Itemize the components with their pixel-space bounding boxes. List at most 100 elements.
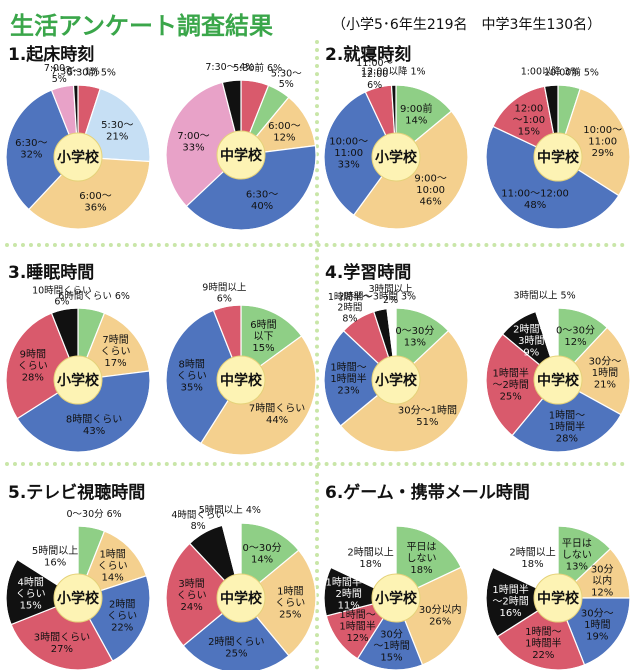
- pie-outline: [323, 307, 469, 453]
- pie-center: [216, 355, 266, 405]
- section-title-game: 6.ゲーム・携帯メール時間: [325, 483, 530, 503]
- section-title-sleep: 3.睡眠時間: [8, 263, 95, 283]
- slice-label: 2時間〜 3時間 9%: [513, 324, 549, 359]
- pie-outline: [485, 307, 630, 453]
- pie-center-label: 中学校: [537, 372, 580, 389]
- slice-label: 3時間以上 2%: [369, 284, 414, 306]
- slice-label: 1時間〜 1時間半 12%: [339, 609, 375, 644]
- slice-label: 7:30〜 1%: [51, 66, 100, 77]
- pie-center: [371, 132, 421, 182]
- row-divider-2: [5, 462, 625, 466]
- slice-label: 10:00前 5%: [544, 66, 599, 78]
- pie-chart-3: 10:00前 5% 10:00〜 11:00 29% 11:00〜12:00 48% 12:…: [485, 66, 630, 230]
- slice-label: 1時間半〜 2時間 8%: [328, 291, 373, 325]
- pie-center-label: 中学校: [220, 372, 263, 389]
- slice-label: 11:00〜12:00 48%: [501, 188, 569, 211]
- slice-label: 1時間くらい 14%: [98, 548, 128, 583]
- slice-label: 1時間くらい 25%: [275, 586, 305, 621]
- pie-outline: [5, 84, 151, 230]
- slice-label: 30分〜1時間 51%: [398, 404, 457, 428]
- pie-center-label: 中学校: [537, 149, 580, 166]
- pie-chart-8: 0〜30分 6% 1時間くらい 14% 2時間くらい 22% 3時間くらい 27% 4時間くら…: [5, 509, 151, 670]
- slice-label: 2時間〜3時間 3%: [338, 291, 416, 302]
- slice-label: 6時間くらい 6%: [58, 291, 130, 302]
- slice-label: 4時間くらい 8%: [171, 510, 225, 532]
- section-title-study: 4.学習時間: [325, 263, 412, 283]
- pie-outline: [165, 79, 317, 231]
- pie-center-label: 中学校: [220, 147, 263, 164]
- slice-label: 5時間以上 16%: [32, 545, 78, 569]
- slice-label: 5時間以上 4%: [199, 505, 261, 516]
- slice-label: 8時間くらい 43%: [66, 413, 122, 437]
- section-title-bedtime: 2.就寝時刻: [325, 45, 412, 65]
- pie-chart-11: 平日はしない 13% 30分以内 12% 30分〜 1時間 19% 1時間〜 1時間半 22% 1時…: [485, 525, 630, 670]
- pie-outline: [5, 307, 151, 453]
- slice-label: 30分以内 12%: [591, 564, 614, 599]
- pie-center: [216, 573, 266, 623]
- slice-label: 12:00 〜1:00 15%: [513, 103, 545, 137]
- slice-label: 3時間くらい 27%: [34, 631, 90, 655]
- slice-label: 6:00〜 12%: [268, 121, 300, 144]
- pie-center: [371, 573, 421, 623]
- slice-label: 平日はしない 13%: [562, 537, 592, 572]
- pie-center-label: 小学校: [57, 372, 100, 389]
- slice-label: 9時間以上 6%: [202, 282, 247, 304]
- slice-label: 6:00〜 36%: [79, 191, 111, 214]
- slice-label: 5:30〜 5%: [271, 68, 302, 90]
- slice-label: 1時間〜 1時間半 23%: [330, 362, 366, 397]
- pie-chart-5: 6時間以下 15% 7時間くらい 44% 8時間くらい 35% 9時間以上 6% 中学校: [165, 282, 317, 456]
- pie-center-label: 中学校: [537, 590, 580, 607]
- pie-center: [53, 132, 103, 182]
- slice-label: 0〜30分 6%: [66, 509, 121, 520]
- slice-label: 5:30前 5%: [67, 66, 116, 78]
- slice-label: 1時間半〜2時間 25%: [493, 366, 529, 402]
- slice-label: 7時間くらい 44%: [249, 403, 305, 427]
- slice-label: 10:00〜 11:00 29%: [583, 125, 622, 159]
- slice-label: 2時間くらい 25%: [208, 636, 264, 660]
- slice-label: 1時間〜 1時間半 22%: [525, 626, 561, 661]
- pie-center-label: 小学校: [375, 149, 418, 166]
- row-divider-1: [5, 243, 625, 247]
- slice-label: 2時間以上 18%: [347, 547, 393, 571]
- pie-outline: [485, 525, 630, 670]
- slice-label: 10:00〜 11:00 33%: [329, 137, 368, 171]
- pie-chart-1: 5:30前 6%5:30〜 5% 6:00〜 12% 6:30〜 40% 7:00〜 33% 7…: [165, 62, 317, 231]
- pie-center-label: 中学校: [220, 590, 263, 607]
- pie-center: [533, 573, 583, 623]
- slice-label: 11:00〜 12:00 6%: [356, 58, 393, 91]
- page-title: 生活アンケート調査結果: [10, 12, 274, 40]
- pie-center-label: 小学校: [375, 372, 418, 389]
- slice-label: 3時間くらい 24%: [177, 578, 207, 613]
- slice-label: 0〜30分 14%: [243, 542, 282, 566]
- pie-center: [53, 355, 103, 405]
- pie-center: [533, 132, 583, 182]
- slice-label: 5:30〜 21%: [101, 120, 133, 143]
- slice-label: 7時間くらい 17%: [101, 334, 131, 369]
- pie-chart-0: 5:30前 5% 5:30〜 21% 6:00〜 36% 6:30〜 32% 7:00〜 5%7…: [5, 63, 151, 230]
- pie-center-label: 小学校: [57, 590, 100, 607]
- slice-label: 30分〜1時間 15%: [373, 628, 409, 663]
- pie-outline: [323, 525, 469, 670]
- pie-chart-9: 0〜30分 14% 1時間くらい 25% 2時間くらい 25%3時間くらい 24% 4時間くら…: [165, 505, 317, 670]
- slice-label: 10時間くらい 6%: [32, 285, 92, 307]
- slice-label: 9:00前 14%: [400, 102, 432, 127]
- slice-label: 30分〜 1時間 19%: [581, 608, 614, 643]
- slice-label: 6時間以下 15%: [250, 319, 276, 354]
- slice-label: 12:00以降 1%: [361, 65, 425, 77]
- slice-label: 7:00〜 5%: [44, 63, 75, 85]
- pie-outline: [5, 525, 151, 670]
- slice-label: 7:30〜 4%: [205, 62, 254, 73]
- slice-label: 9時間くらい 28%: [18, 348, 48, 383]
- slice-label: 1時間〜 1時間半 28%: [549, 410, 585, 445]
- pie-chart-4: 6時間くらい 6% 7時間くらい 17% 8時間くらい 43% 9時間くらい 28% 10時間…: [5, 285, 151, 453]
- slice-label: 0〜30分 12%: [556, 325, 595, 349]
- slice-label: 9:00〜 10:00 46%: [414, 174, 446, 208]
- pie-chart-6: 0〜30分 13% 30分〜1時間 51% 1時間〜 1時間半 23% 1時間半〜 2時間 8%2…: [323, 284, 469, 453]
- pie-center-label: 小学校: [57, 149, 100, 166]
- slice-label: 4時間くらい 15%: [16, 577, 46, 612]
- pie-center: [53, 573, 103, 623]
- page-subtitle: （小学5･6年生219名 中学3年生130名）: [332, 17, 602, 33]
- slice-label: 平日はしない 18%: [406, 541, 436, 576]
- pie-center: [533, 355, 583, 405]
